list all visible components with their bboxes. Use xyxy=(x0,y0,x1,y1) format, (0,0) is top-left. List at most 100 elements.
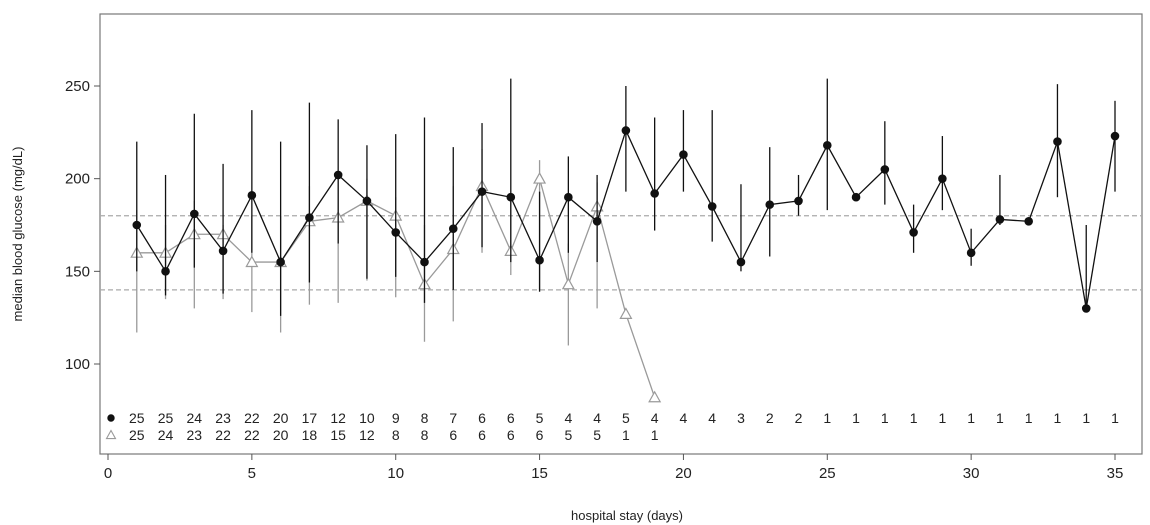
data-point xyxy=(1053,137,1062,146)
data-point xyxy=(648,390,662,403)
count-label: 22 xyxy=(244,410,260,426)
data-point xyxy=(995,215,1005,224)
count-label: 4 xyxy=(651,410,659,426)
reference-lines xyxy=(100,215,1142,291)
count-label: 3 xyxy=(737,410,745,426)
count-label: 24 xyxy=(158,427,174,443)
data-point xyxy=(966,248,976,258)
data-point xyxy=(794,196,803,206)
y-tick-label: 100 xyxy=(65,356,90,373)
data-point xyxy=(477,187,487,196)
data-point xyxy=(391,228,401,237)
count-label: 10 xyxy=(359,410,375,426)
count-label: 6 xyxy=(507,410,515,426)
data-point xyxy=(707,202,717,211)
count-label: 1 xyxy=(1054,410,1062,426)
count-label: 22 xyxy=(215,427,231,443)
data-point xyxy=(190,209,199,219)
count-label: 6 xyxy=(478,427,486,443)
count-label: 1 xyxy=(938,410,946,426)
data-point xyxy=(1081,304,1091,313)
data-point xyxy=(619,307,633,319)
x-axis: 0 5 10 15 20 25 30 35 xyxy=(104,454,1124,482)
count-label: 25 xyxy=(129,410,145,426)
y-tick-label: 200 xyxy=(65,171,90,188)
count-label: 2 xyxy=(795,410,803,426)
count-label: 8 xyxy=(421,410,429,426)
count-label: 1 xyxy=(1025,410,1033,426)
y-tick-label: 250 xyxy=(65,78,90,95)
data-point xyxy=(621,126,631,135)
count-label: 6 xyxy=(449,427,457,443)
data-point xyxy=(561,277,575,290)
count-label: 23 xyxy=(187,427,203,443)
count-label: 1 xyxy=(622,427,630,443)
count-label: 23 xyxy=(215,410,231,426)
plot-frame xyxy=(99,13,1143,455)
data-point xyxy=(305,213,314,222)
data-point xyxy=(765,200,775,209)
x-axis-title: hospital stay (days) xyxy=(571,508,683,523)
data-point xyxy=(247,191,257,200)
data-point xyxy=(909,228,918,237)
data-point xyxy=(420,257,429,267)
count-label: 17 xyxy=(302,410,318,426)
count-label: 22 xyxy=(244,427,260,443)
data-point xyxy=(161,267,170,276)
data-point xyxy=(533,171,547,184)
x-tick-label: 35 xyxy=(1107,465,1124,482)
count-label: 5 xyxy=(564,427,572,443)
x-tick-label: 0 xyxy=(104,465,112,482)
count-label: 1 xyxy=(881,410,889,426)
count-label: 1 xyxy=(996,410,1004,426)
x-tick-label: 20 xyxy=(675,465,692,482)
count-label: 7 xyxy=(449,410,457,426)
count-label: 20 xyxy=(273,410,289,426)
data-point xyxy=(448,224,458,234)
data-point xyxy=(362,196,372,206)
count-label: 12 xyxy=(359,427,375,443)
count-label: 18 xyxy=(302,427,318,443)
data-point xyxy=(333,170,343,180)
data-point xyxy=(938,174,947,183)
count-label: 6 xyxy=(478,410,486,426)
y-axis-title: median blood glucose (mg/dL) xyxy=(10,147,25,322)
y-tick-label: 150 xyxy=(65,263,90,280)
count-label: 1 xyxy=(1082,410,1090,426)
count-label: 8 xyxy=(392,427,400,443)
count-label: 25 xyxy=(129,427,145,443)
count-row-marker-circle xyxy=(107,414,115,422)
data-point xyxy=(245,255,259,268)
count-label: 5 xyxy=(536,410,544,426)
x-tick-label: 25 xyxy=(819,465,836,482)
count-label: 4 xyxy=(680,410,688,426)
data-point xyxy=(564,192,573,202)
data-point xyxy=(736,257,746,267)
count-label: 1 xyxy=(967,410,975,426)
count-label: 25 xyxy=(158,410,174,426)
data-point xyxy=(1024,216,1033,226)
data-point xyxy=(650,189,659,198)
data-point xyxy=(880,165,890,174)
count-label: 5 xyxy=(622,410,630,426)
x-tick-label: 30 xyxy=(963,465,980,482)
count-label: 1 xyxy=(823,410,831,426)
data-point xyxy=(822,141,832,150)
data-point xyxy=(679,150,688,159)
data-point xyxy=(851,192,861,202)
data-point xyxy=(1110,131,1120,141)
x-tick-label: 10 xyxy=(387,465,404,482)
y-axis: 100 150 200 250 xyxy=(65,78,100,373)
count-label: 6 xyxy=(507,427,515,443)
data-point xyxy=(132,220,142,230)
count-label: 4 xyxy=(708,410,716,426)
count-label: 1 xyxy=(852,410,860,426)
count-label: 5 xyxy=(593,427,601,443)
count-label: 1 xyxy=(651,427,659,443)
count-label: 20 xyxy=(273,427,289,443)
count-label: 1 xyxy=(1111,410,1119,426)
data-point xyxy=(535,255,544,265)
count-label: 4 xyxy=(564,410,572,426)
data-point xyxy=(592,216,602,226)
